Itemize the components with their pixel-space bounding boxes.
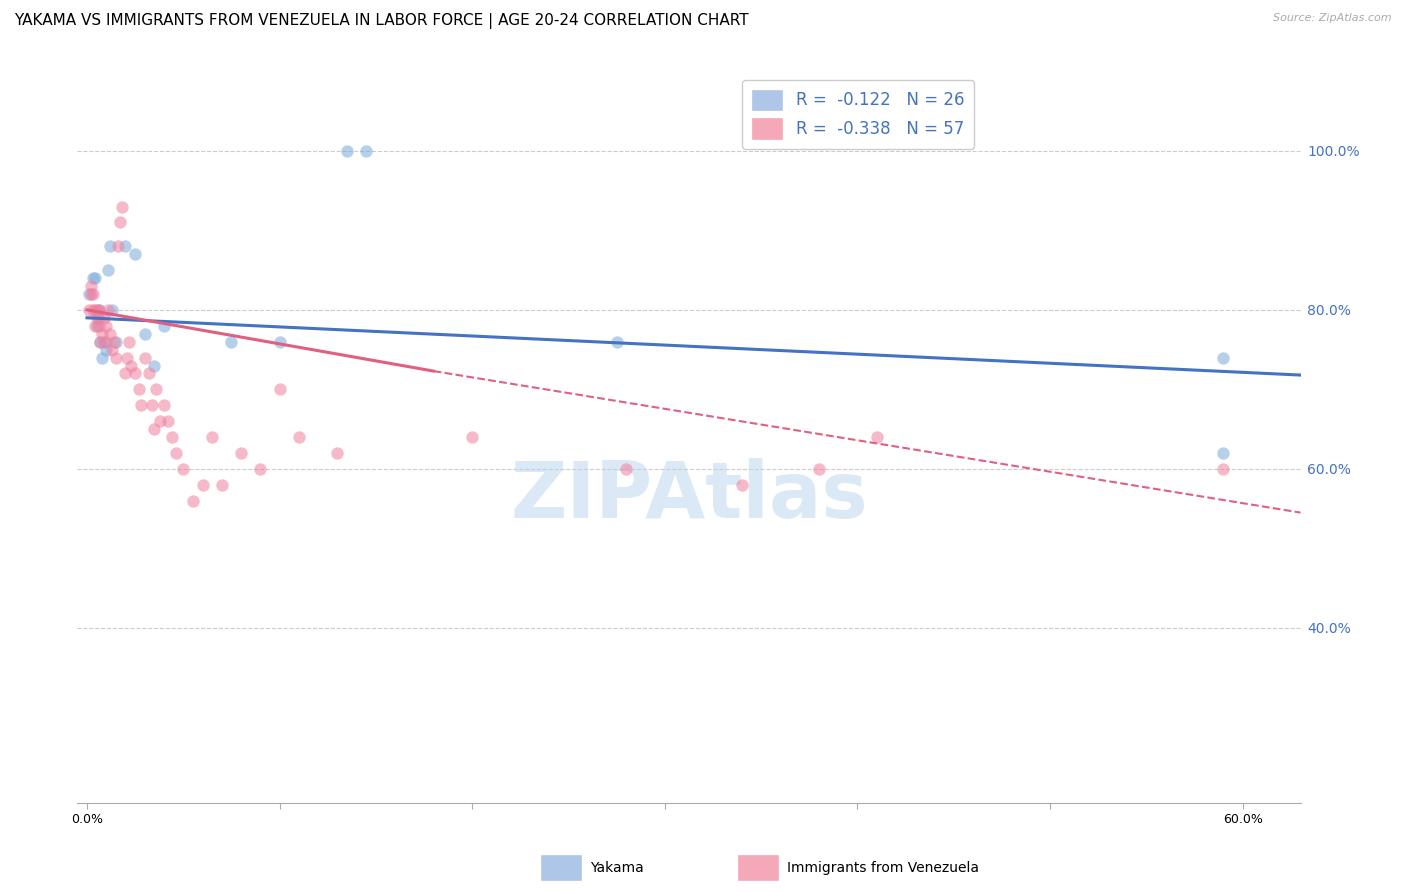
Point xyxy=(97,263,120,277)
Point xyxy=(91,351,114,365)
Point xyxy=(101,302,124,317)
Point xyxy=(89,334,111,349)
Point xyxy=(103,334,125,349)
Point xyxy=(249,462,271,476)
Point xyxy=(86,318,108,333)
Point xyxy=(336,144,359,158)
Point xyxy=(91,326,114,341)
Point xyxy=(145,383,167,397)
Point xyxy=(96,334,118,349)
Point xyxy=(124,247,146,261)
Point xyxy=(288,430,311,444)
Point xyxy=(83,271,105,285)
Point xyxy=(614,462,637,476)
Point xyxy=(731,477,754,491)
Point xyxy=(181,493,204,508)
Point xyxy=(1212,351,1234,365)
Point xyxy=(93,310,115,325)
Point xyxy=(86,310,108,325)
Point xyxy=(143,422,166,436)
Point xyxy=(326,446,349,460)
Point xyxy=(128,383,150,397)
Point xyxy=(80,279,103,293)
Point xyxy=(211,477,233,491)
Point xyxy=(153,318,176,333)
Point xyxy=(134,351,156,365)
Legend: R =  -0.122   N = 26, R =  -0.338   N = 57: R = -0.122 N = 26, R = -0.338 N = 57 xyxy=(742,79,974,149)
Point xyxy=(93,334,115,349)
Point xyxy=(124,367,146,381)
Point xyxy=(77,302,100,317)
Point xyxy=(606,334,628,349)
Point xyxy=(356,144,378,158)
Point xyxy=(117,351,139,365)
Point xyxy=(165,446,187,460)
Point xyxy=(82,302,104,317)
Point xyxy=(83,302,105,317)
Point xyxy=(86,302,108,317)
Point xyxy=(269,383,291,397)
Point xyxy=(82,271,104,285)
Point xyxy=(101,343,124,357)
Point xyxy=(1212,462,1234,476)
Point xyxy=(269,334,291,349)
Point xyxy=(149,414,172,428)
Point xyxy=(153,398,176,412)
Point xyxy=(138,367,160,381)
Point xyxy=(104,334,127,349)
Point xyxy=(120,359,142,373)
Point xyxy=(229,446,252,460)
Point xyxy=(80,287,103,301)
Point xyxy=(108,215,131,229)
Point xyxy=(82,287,104,301)
Point xyxy=(461,430,484,444)
Point xyxy=(87,310,110,325)
Point xyxy=(221,334,243,349)
Point xyxy=(191,477,214,491)
Point xyxy=(87,302,110,317)
Point xyxy=(143,359,166,373)
Point xyxy=(87,318,110,333)
Point xyxy=(160,430,183,444)
Point xyxy=(114,239,136,253)
Text: ZIPAtlas: ZIPAtlas xyxy=(510,458,868,533)
Point xyxy=(114,367,136,381)
Text: YAKAMA VS IMMIGRANTS FROM VENEZUELA IN LABOR FORCE | AGE 20-24 CORRELATION CHART: YAKAMA VS IMMIGRANTS FROM VENEZUELA IN L… xyxy=(14,13,748,29)
Point xyxy=(141,398,163,412)
Text: Yakama: Yakama xyxy=(591,861,644,875)
Point xyxy=(77,287,100,301)
Point xyxy=(96,343,118,357)
Point xyxy=(87,302,110,317)
Point xyxy=(98,326,121,341)
Text: Source: ZipAtlas.com: Source: ZipAtlas.com xyxy=(1274,13,1392,23)
Point xyxy=(111,200,134,214)
Point xyxy=(172,462,194,476)
Point xyxy=(107,239,129,253)
Point xyxy=(201,430,224,444)
Point xyxy=(98,239,121,253)
Point xyxy=(134,326,156,341)
Point xyxy=(156,414,179,428)
Point xyxy=(97,302,120,317)
Point xyxy=(807,462,830,476)
Point xyxy=(866,430,889,444)
Point xyxy=(96,318,118,333)
Point xyxy=(83,318,105,333)
Point xyxy=(118,334,141,349)
Point xyxy=(104,351,127,365)
Point xyxy=(89,334,111,349)
Point xyxy=(1212,446,1234,460)
Point xyxy=(129,398,152,412)
Text: Immigrants from Venezuela: Immigrants from Venezuela xyxy=(787,861,980,875)
